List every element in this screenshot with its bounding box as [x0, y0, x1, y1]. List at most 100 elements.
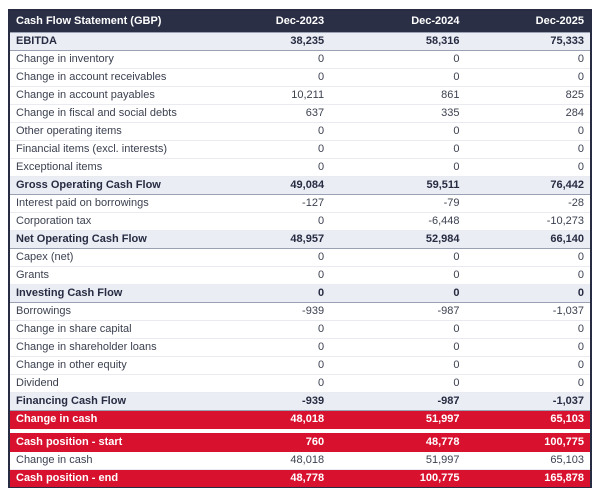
row-label: Change in inventory	[9, 50, 235, 69]
cell-value: 0	[234, 50, 331, 69]
cell-value: -28	[465, 194, 591, 213]
cell-value: 0	[330, 284, 466, 303]
cell-value: 48,018	[234, 451, 331, 470]
table-row: Change in inventory 0 0 0	[9, 50, 591, 69]
cell-value: 49,084	[234, 176, 331, 195]
table-row: Change in account payables 10,211 861 825	[9, 86, 591, 105]
cell-value: 637	[234, 104, 331, 123]
cell-value: 0	[234, 338, 331, 357]
cell-value: 0	[330, 320, 466, 339]
column-header-dec-2025: Dec-2025	[465, 10, 591, 33]
header-row: Cash Flow Statement (GBP) Dec-2023 Dec-2…	[9, 10, 591, 33]
row-label: Dividend	[9, 374, 235, 393]
cell-value: 51,997	[330, 451, 466, 470]
table-row: Investing Cash Flow 0 0 0	[9, 284, 591, 303]
cell-value: -127	[234, 194, 331, 213]
cell-value: 0	[465, 266, 591, 285]
cell-value: 0	[330, 338, 466, 357]
row-label: Capex (net)	[9, 248, 235, 267]
column-header-dec-2024: Dec-2024	[330, 10, 466, 33]
cell-value: 760	[234, 433, 331, 452]
cell-value: 0	[234, 68, 331, 87]
table-row: Net Operating Cash Flow 48,957 52,984 66,14…	[9, 230, 591, 249]
cell-value: 0	[465, 122, 591, 141]
cell-value: -10,273	[465, 212, 591, 231]
table-row: Capex (net) 0 0 0	[9, 248, 591, 267]
table-row: Cash position - end 48,778 100,775 165,878	[9, 469, 591, 488]
cell-value: 48,778	[234, 469, 331, 488]
row-label: Change in cash	[9, 410, 235, 429]
table-title: Cash Flow Statement (GBP)	[9, 10, 235, 33]
cell-value: 0	[330, 248, 466, 267]
cell-value: 52,984	[330, 230, 466, 249]
cell-value: 76,442	[465, 176, 591, 195]
cell-value: 0	[330, 68, 466, 87]
table-row: Financial items (excl. interests) 0 0 0	[9, 140, 591, 159]
table-row: Interest paid on borrowings -127 -79 -28	[9, 194, 591, 213]
cell-value: -6,448	[330, 212, 466, 231]
cell-value: 65,103	[465, 451, 591, 470]
row-label: Financial items (excl. interests)	[9, 140, 235, 159]
row-label: Change in fiscal and social debts	[9, 104, 235, 123]
cell-value: 0	[234, 158, 331, 177]
table-row: Gross Operating Cash Flow 49,084 59,511 76,…	[9, 176, 591, 195]
cell-value: 0	[234, 284, 331, 303]
table-row: Change in fiscal and social debts 637 335 2…	[9, 104, 591, 123]
cell-value: -1,037	[465, 302, 591, 321]
table-row: Change in cash 48,018 51,997 65,103	[9, 410, 591, 429]
cell-value: -1,037	[465, 392, 591, 411]
cell-value: 0	[465, 140, 591, 159]
row-label: Change in cash	[9, 451, 235, 470]
table-row: Change in shareholder loans 0 0 0	[9, 338, 591, 357]
cell-value: -939	[234, 392, 331, 411]
row-label: Change in share capital	[9, 320, 235, 339]
cell-value: 0	[234, 356, 331, 375]
cell-value: 100,775	[465, 433, 591, 452]
cell-value: 0	[330, 140, 466, 159]
cell-value: 59,511	[330, 176, 466, 195]
row-label: Interest paid on borrowings	[9, 194, 235, 213]
cell-value: 0	[465, 68, 591, 87]
cash-flow-statement-table: Cash Flow Statement (GBP) Dec-2023 Dec-2…	[8, 9, 592, 488]
row-label: Cash position - start	[9, 433, 235, 452]
table-row: Financing Cash Flow -939 -987 -1,037	[9, 392, 591, 411]
cell-value: -987	[330, 392, 466, 411]
cell-value: 58,316	[330, 32, 466, 51]
table-row: Change in cash 48,018 51,997 65,103	[9, 451, 591, 470]
cell-value: 51,997	[330, 410, 466, 429]
table-row: Change in account receivables 0 0 0	[9, 68, 591, 87]
cell-value: 10,211	[234, 86, 331, 105]
table-row: Grants 0 0 0	[9, 266, 591, 285]
cell-value: 0	[465, 338, 591, 357]
cell-value: 0	[234, 122, 331, 141]
table-row: Corporation tax 0 -6,448 -10,273	[9, 212, 591, 231]
cell-value: 0	[330, 50, 466, 69]
row-label: Financing Cash Flow	[9, 392, 235, 411]
cell-value: 38,235	[234, 32, 331, 51]
cell-value: 0	[330, 158, 466, 177]
row-label: Change in other equity	[9, 356, 235, 375]
cell-value: 0	[234, 248, 331, 267]
cell-value: 825	[465, 86, 591, 105]
cell-value: 75,333	[465, 32, 591, 51]
row-label: Other operating items	[9, 122, 235, 141]
table-row: Other operating items 0 0 0	[9, 122, 591, 141]
cell-value: 65,103	[465, 410, 591, 429]
cell-value: 0	[234, 212, 331, 231]
table-row: EBITDA 38,235 58,316 75,333	[9, 32, 591, 51]
row-label: Cash position - end	[9, 469, 235, 488]
cell-value: 165,878	[465, 469, 591, 488]
table-row: Exceptional items 0 0 0	[9, 158, 591, 177]
cell-value: 48,957	[234, 230, 331, 249]
cell-value: 48,018	[234, 410, 331, 429]
cell-value: 861	[330, 86, 466, 105]
row-label: Investing Cash Flow	[9, 284, 235, 303]
row-label: Change in account payables	[9, 86, 235, 105]
cell-value: 0	[330, 356, 466, 375]
column-header-dec-2023: Dec-2023	[234, 10, 331, 33]
cell-value: 0	[234, 374, 331, 393]
row-label: Grants	[9, 266, 235, 285]
row-label: Borrowings	[9, 302, 235, 321]
row-label: Change in shareholder loans	[9, 338, 235, 357]
